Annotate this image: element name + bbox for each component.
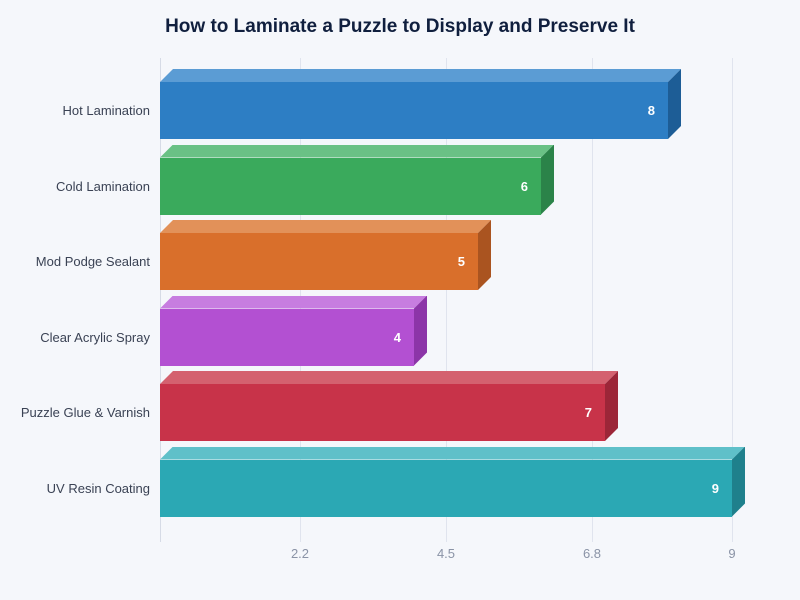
chart-title: How to Laminate a Puzzle to Display and …: [165, 16, 635, 37]
bar[interactable]: 7: [160, 384, 605, 441]
bar[interactable]: 9: [160, 459, 732, 517]
bar-value-label: 7: [584, 405, 592, 420]
bar-side-face: [668, 69, 681, 139]
bar[interactable]: 8: [160, 82, 668, 139]
x-tick-label: 6.8: [582, 546, 602, 561]
bar[interactable]: 4: [160, 308, 414, 366]
bar-top-face: [160, 69, 681, 82]
bar-row: Mod Podge Sealant 5: [36, 220, 491, 290]
bar-row: UV Resin Coating 9: [47, 447, 745, 517]
x-tick-label: 2.2: [290, 546, 310, 561]
gridline: [732, 58, 733, 542]
bar-top-face: [160, 296, 427, 309]
gridline: [446, 58, 447, 542]
bar-top-face: [160, 371, 618, 384]
bar-row: Cold Lamination 6: [56, 145, 554, 215]
bar-value-label: 9: [711, 480, 719, 496]
bar-top-face: [160, 145, 554, 158]
bar-row: Puzzle Glue & Varnish 7: [21, 371, 618, 441]
x-tick-label: 4.5: [436, 546, 456, 561]
bar-value-label: 5: [457, 254, 465, 269]
category-label: Puzzle Glue & Varnish: [20, 405, 150, 420]
bar-row: Clear Acrylic Spray 4: [40, 296, 427, 366]
y-axis-line: [160, 58, 161, 542]
category-label: Cold Lamination: [56, 178, 150, 194]
gridline: [592, 58, 593, 542]
bar-value-label: 8: [647, 103, 655, 118]
bar[interactable]: 5: [160, 233, 478, 290]
category-label: Mod Podge Sealant: [35, 254, 150, 269]
category-label: Hot Lamination: [62, 103, 150, 118]
bar-side-face: [541, 145, 554, 215]
bar-row: Hot Lamination 8: [63, 69, 681, 139]
bar-value-label: 4: [393, 329, 401, 345]
bar-top-face: [160, 220, 491, 233]
bar-top-face: [160, 447, 745, 460]
category-label: Clear Acrylic Spray: [40, 329, 150, 345]
bar-side-face: [732, 447, 745, 517]
bar-side-face: [605, 371, 618, 441]
x-tick-label: 9: [728, 546, 736, 561]
bar-side-face: [478, 220, 491, 290]
bar-side-face: [414, 296, 427, 366]
bar-value-label: 6: [520, 178, 528, 194]
bar[interactable]: 6: [160, 157, 541, 215]
category-label: UV Resin Coating: [46, 480, 150, 496]
